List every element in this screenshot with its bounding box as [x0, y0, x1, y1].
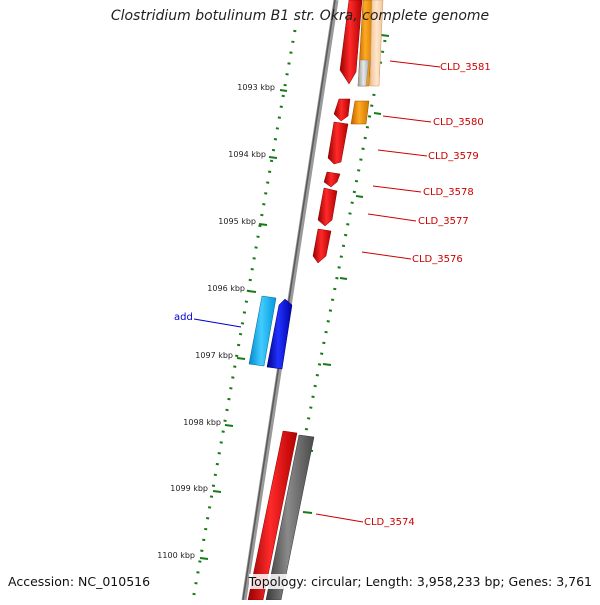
- scale-label-1100: 1100 kbp: [157, 551, 195, 560]
- scale-label-1094: 1094 kbp: [228, 150, 266, 159]
- gene-feature-cld-3576[interactable]: [312, 228, 332, 264]
- scale-label-1093: 1093 kbp: [237, 83, 275, 92]
- callout-line-add: [193, 318, 242, 328]
- scale-label-1096: 1096 kbp: [207, 284, 245, 293]
- gene-label-cld-3574[interactable]: CLD_3574: [364, 517, 415, 528]
- gene-feature-cld-3579[interactable]: [327, 121, 349, 165]
- gene-feature-cld-3581[interactable]: [339, 0, 384, 87]
- page-title: Clostridium botulinum B1 str. Okra, comp…: [110, 8, 490, 24]
- gene-feature-cld-3580[interactable]: [333, 98, 370, 125]
- gene-feature-cld-3574[interactable]: [247, 430, 315, 601]
- genome-backbone: [241, 0, 339, 601]
- gene-label-cld-3577[interactable]: CLD_3577: [418, 216, 469, 227]
- accession-text: Accession: NC_010516: [8, 574, 151, 589]
- scale-label-1099: 1099 kbp: [170, 484, 208, 493]
- gene-label-cld-3578[interactable]: CLD_3578: [423, 187, 474, 198]
- gene-label-cld-3580[interactable]: CLD_3580: [433, 117, 484, 128]
- gene-label-cld-3581[interactable]: CLD_3581: [440, 62, 491, 73]
- gene-feature-add[interactable]: [248, 295, 293, 370]
- gene-feature-cld-3578[interactable]: [323, 171, 341, 188]
- scale-label-1097: 1097 kbp: [195, 351, 233, 360]
- genome-summary-text: Topology: circular; Length: 3,958,233 bp…: [248, 574, 592, 589]
- gene-label-cld-3579[interactable]: CLD_3579: [428, 151, 479, 162]
- scale-ticks-left: [199, 89, 288, 560]
- scale-label-1095: 1095 kbp: [218, 217, 256, 226]
- gene-feature-cld-3577[interactable]: [317, 187, 338, 227]
- callout-lines: [315, 60, 441, 523]
- scale-ticks-right: [302, 34, 390, 514]
- gene-label-cld-3576[interactable]: CLD_3576: [412, 254, 463, 265]
- scale-label-1098: 1098 kbp: [183, 418, 221, 427]
- gene-label-add[interactable]: add: [174, 312, 193, 323]
